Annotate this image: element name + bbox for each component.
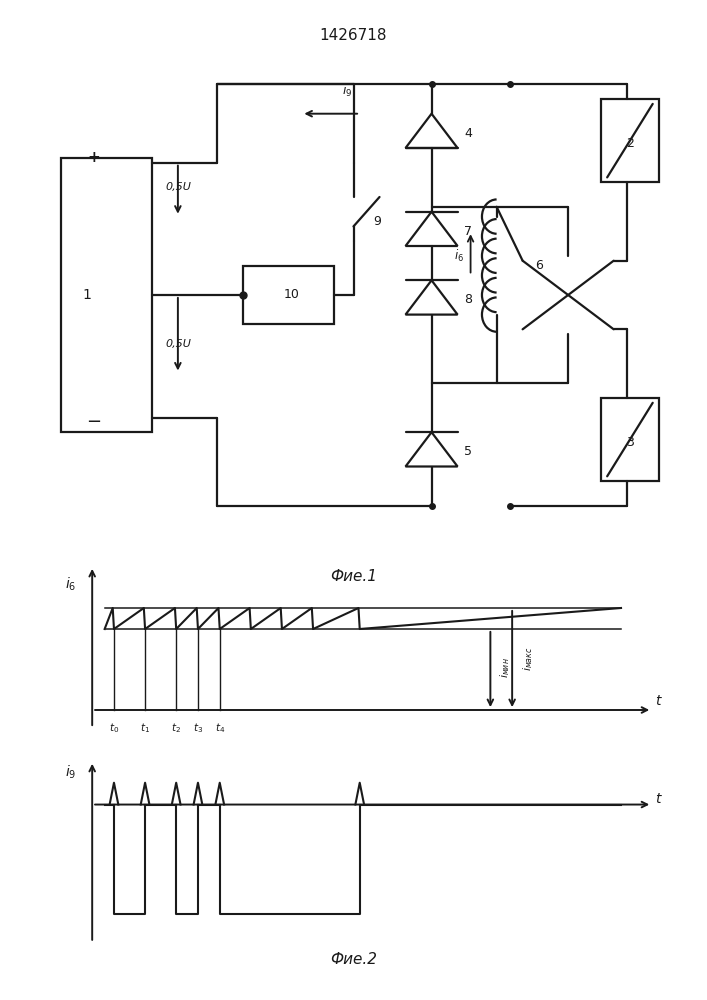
Bar (601, 398, 659, 481)
Text: 9: 9 (373, 215, 381, 228)
Text: $t$: $t$ (655, 694, 663, 708)
Text: $i_6$: $i_6$ (454, 248, 464, 264)
Text: $t_0$: $t_0$ (109, 721, 119, 735)
Text: 10: 10 (284, 288, 300, 302)
Text: $i_9$: $i_9$ (341, 83, 352, 99)
Text: 0,5U: 0,5U (165, 182, 191, 192)
Text: 3: 3 (626, 436, 634, 448)
Text: 1426718: 1426718 (320, 28, 387, 43)
Text: $t_3$: $t_3$ (193, 721, 203, 735)
Bar (243, 266, 334, 324)
Text: $i_9$: $i_9$ (65, 763, 76, 781)
Text: $i_6$: $i_6$ (65, 575, 76, 593)
Text: 0,5U: 0,5U (165, 339, 191, 349)
Text: 6: 6 (536, 259, 544, 272)
Bar (61, 158, 152, 432)
Text: $t_2$: $t_2$ (171, 721, 181, 735)
Text: $t$: $t$ (655, 792, 663, 806)
Text: 1: 1 (83, 288, 91, 302)
Text: 8: 8 (464, 293, 472, 306)
Text: −: − (86, 413, 101, 431)
Text: Фие.1: Фие.1 (330, 569, 377, 584)
Text: +: + (87, 150, 100, 165)
Text: $i_{мин}$: $i_{мин}$ (498, 658, 512, 678)
Text: $t_1$: $t_1$ (140, 721, 150, 735)
Bar (601, 99, 659, 182)
Text: $t_4$: $t_4$ (215, 721, 225, 735)
Text: Фие.2: Фие.2 (330, 952, 377, 967)
Text: 2: 2 (626, 137, 634, 150)
Text: $i_{макс}$: $i_{макс}$ (522, 647, 535, 671)
Text: 7: 7 (464, 225, 472, 238)
Text: 4: 4 (464, 127, 472, 140)
Text: 5: 5 (464, 445, 472, 458)
